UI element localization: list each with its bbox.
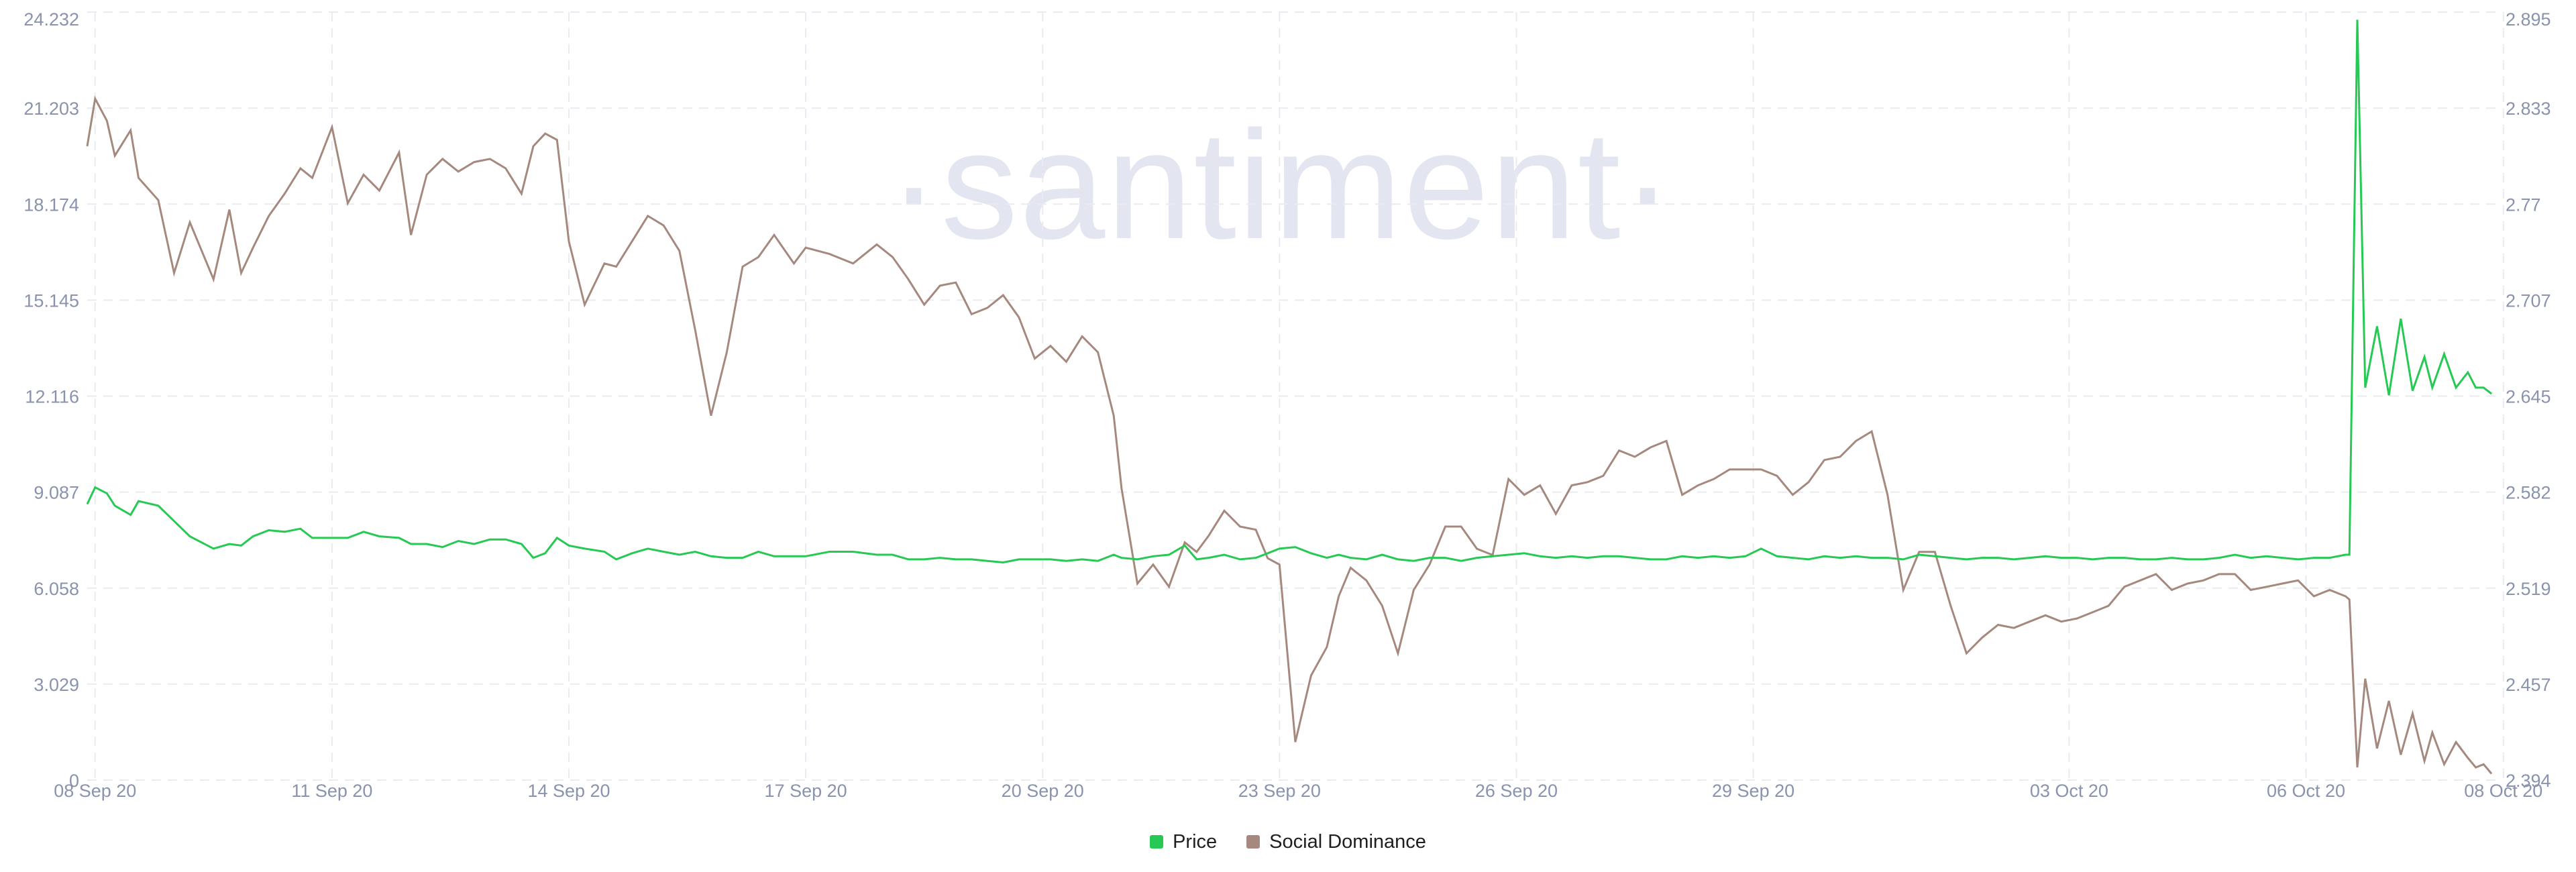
legend-item-price[interactable]: Price	[1150, 831, 1217, 853]
x-tick-label: 08 Sep 20	[54, 781, 136, 801]
y-left-tick-label: 15.145	[23, 290, 79, 311]
x-tick-label: 14 Sep 20	[527, 781, 610, 801]
x-tick-label: 23 Sep 20	[1238, 781, 1321, 801]
y-left-tick-label: 21.203	[23, 99, 79, 119]
x-tick-label: 03 Oct 20	[2030, 781, 2108, 801]
x-tick-label: 08 Oct 20	[2464, 781, 2542, 801]
social-swatch	[1246, 835, 1260, 849]
price-swatch	[1150, 835, 1164, 849]
x-tick-label: 11 Sep 20	[291, 781, 372, 801]
legend-label-social: Social Dominance	[1269, 830, 1426, 853]
y-right-tick-label: 2.833	[2506, 99, 2551, 119]
y-right-tick-label: 2.457	[2506, 675, 2551, 695]
y-right-tick-label: 2.707	[2506, 290, 2551, 311]
y-left-tick-label: 0	[69, 771, 79, 791]
y-right-tick-label: 2.394	[2506, 771, 2551, 791]
watermark: ·santiment·	[888, 99, 1674, 271]
y-right-tick-label: 2.582	[2506, 483, 2551, 503]
y-left-tick-label: 24.232	[23, 9, 79, 30]
x-tick-label: 26 Sep 20	[1475, 781, 1558, 801]
x-tick-label: 20 Sep 20	[1002, 781, 1084, 801]
y-left-tick-label: 12.116	[25, 387, 79, 407]
x-axis: 08 Sep 20 11 Sep 20 14 Sep 20 17 Sep 20 20 S…	[54, 781, 2542, 801]
y-right-tick-label: 2.77	[2506, 195, 2541, 215]
legend: Price Social Dominance	[0, 825, 2576, 859]
x-tick-label: 29 Sep 20	[1712, 781, 1794, 801]
y-left-tick-label: 3.029	[34, 675, 79, 695]
x-tick-label: 17 Sep 20	[765, 781, 847, 801]
y-left-tick-label: 9.087	[34, 483, 79, 503]
price-line	[86, 19, 2493, 564]
y-left-tick-label: 6.058	[34, 579, 79, 599]
y-right-tick-label: 2.519	[2506, 579, 2551, 599]
left-axis: 0 3.029 6.058 9.087 12.116 15.145 18.174 21.203…	[23, 9, 79, 791]
chart: ·santiment· 0 3.029 6.058 9.087 12.116 15.145…	[23, 9, 2551, 801]
legend-label-price: Price	[1173, 830, 1218, 853]
y-right-tick-label: 2.645	[2506, 387, 2551, 407]
legend-item-social[interactable]: Social Dominance	[1246, 831, 1426, 853]
right-axis: 2.394 2.457 2.519 2.582 2.645 2.707 2.77 2.833 2…	[2506, 9, 2551, 791]
social-dominance-line	[86, 95, 2493, 775]
y-right-tick-label: 2.895	[2506, 9, 2551, 30]
y-left-tick-label: 18.174	[23, 195, 79, 215]
x-tick-label: 06 Oct 20	[2267, 781, 2345, 801]
